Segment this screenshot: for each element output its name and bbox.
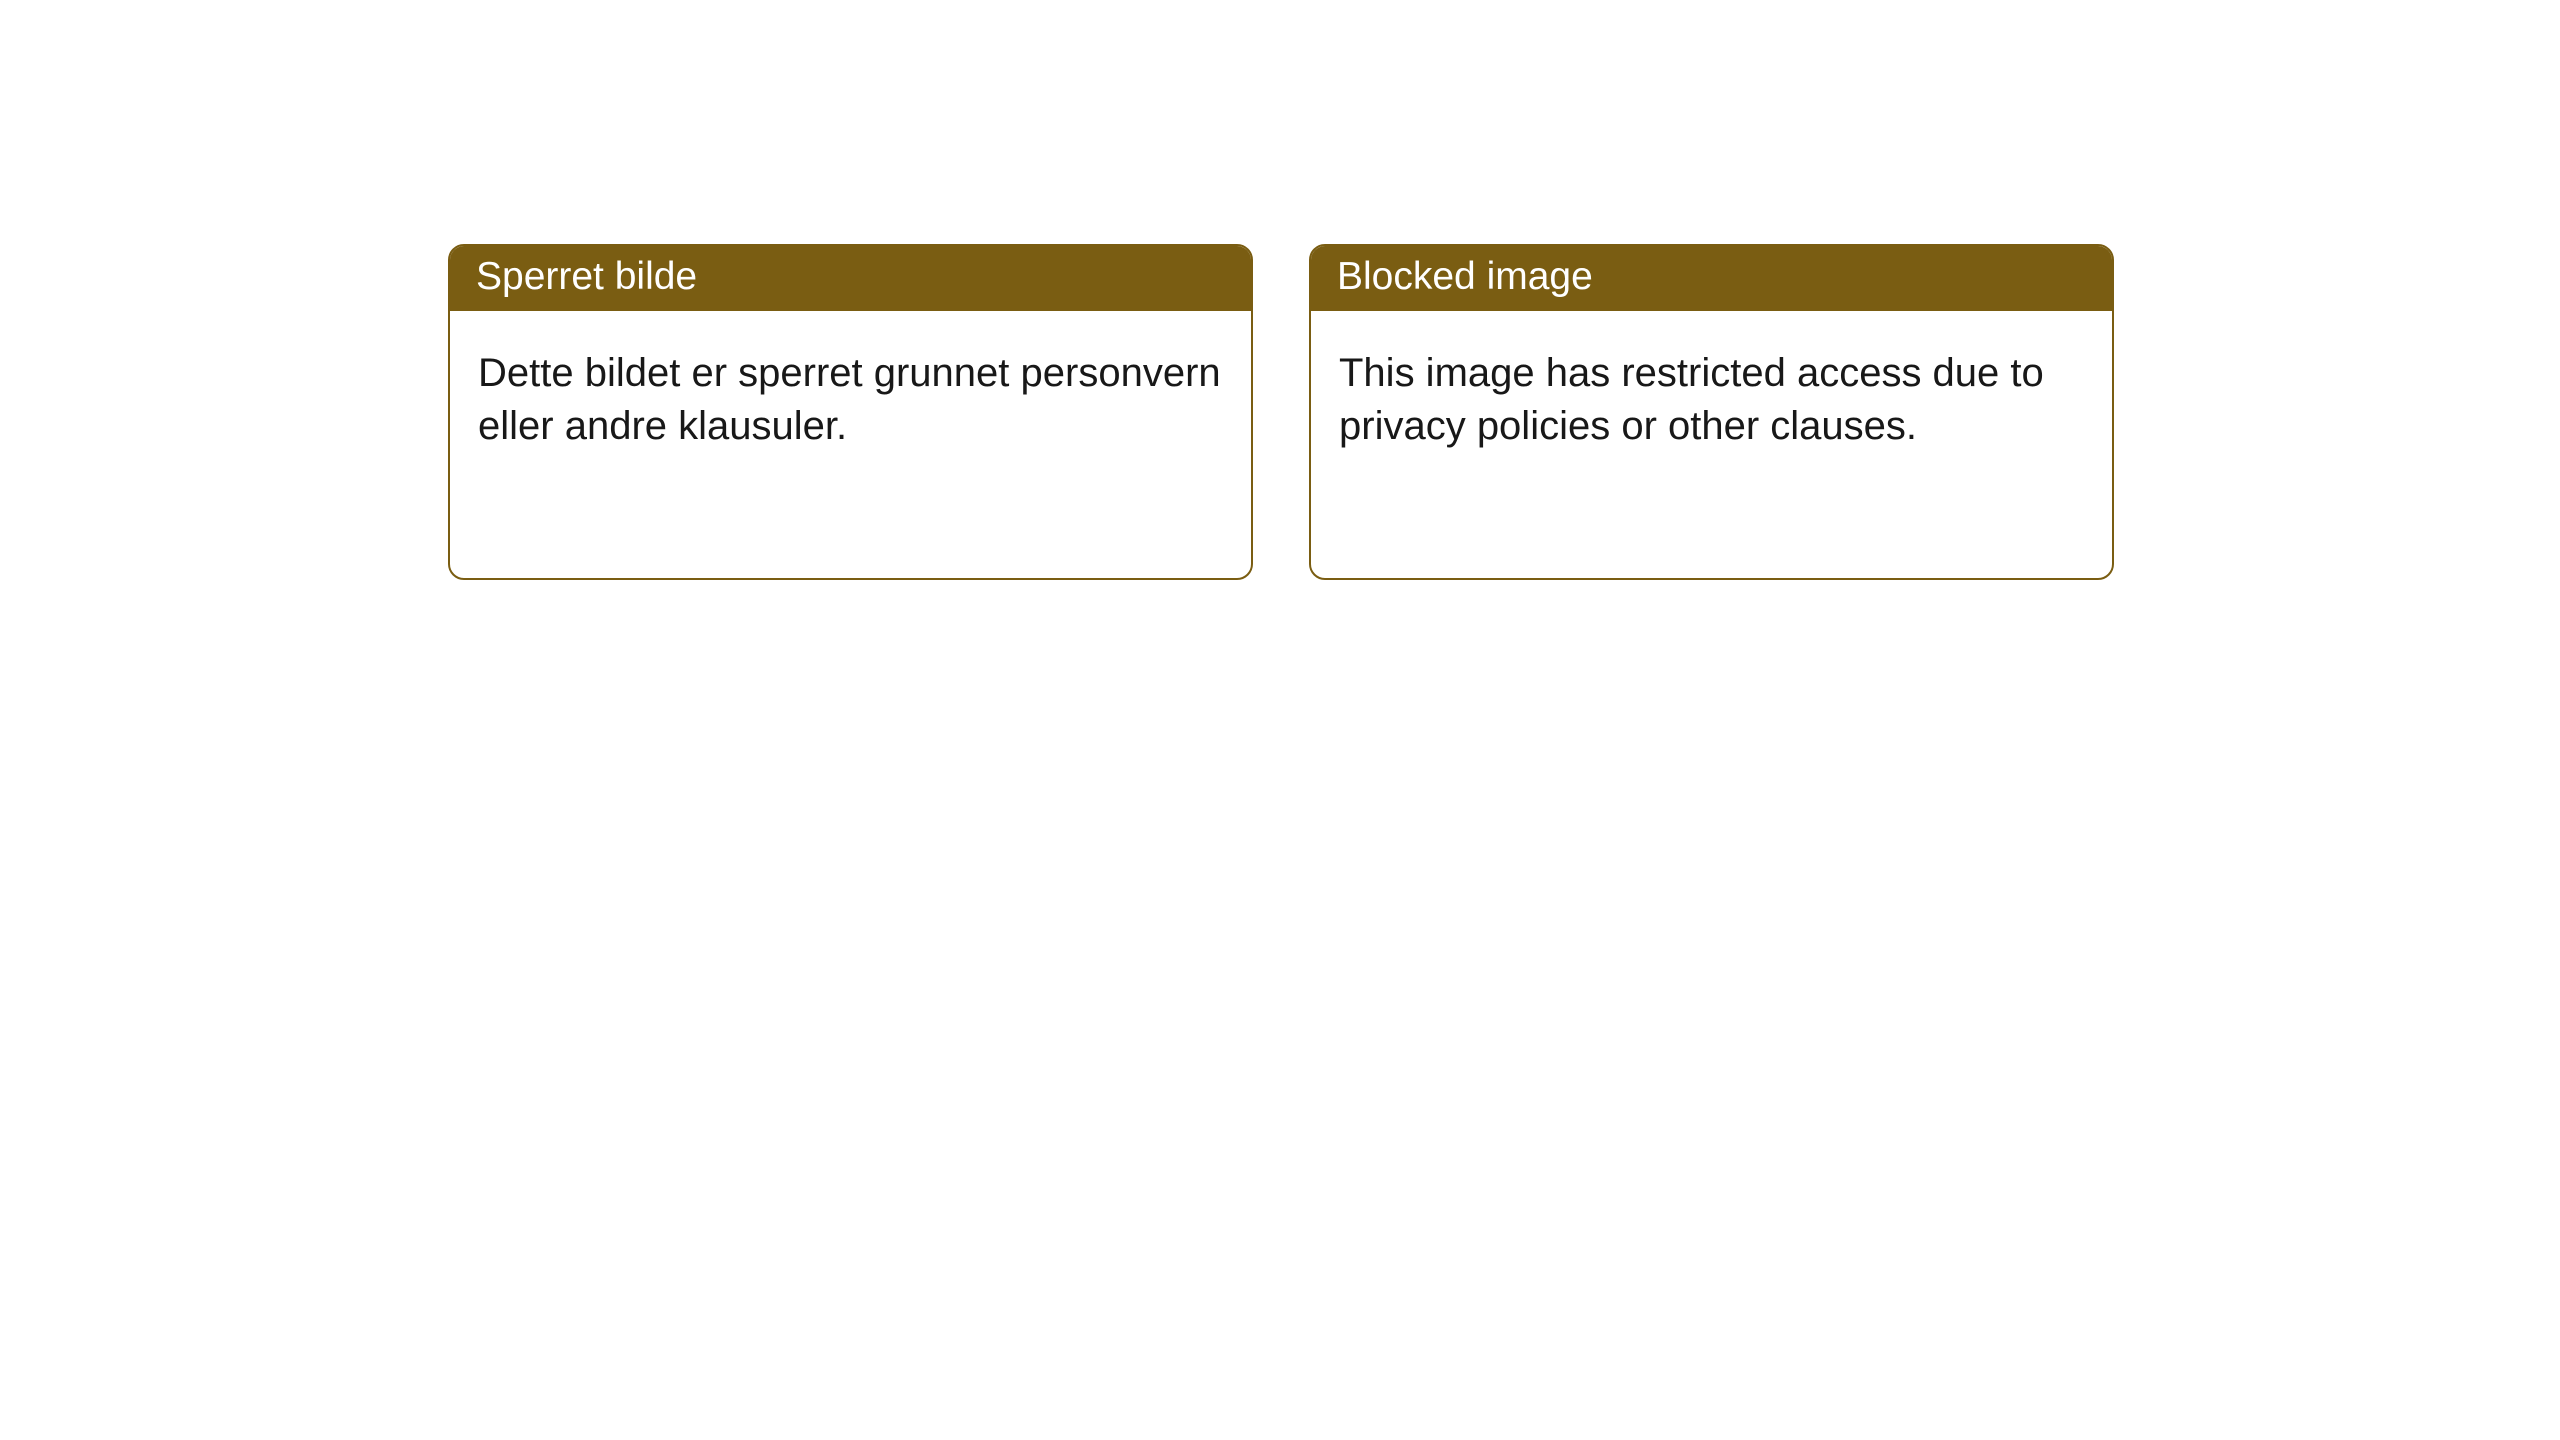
notice-title-norwegian: Sperret bilde — [450, 246, 1251, 311]
notice-box-english: Blocked image This image has restricted … — [1309, 244, 2114, 580]
notice-body-english: This image has restricted access due to … — [1311, 311, 2112, 473]
notice-title-english: Blocked image — [1311, 246, 2112, 311]
notice-box-norwegian: Sperret bilde Dette bildet er sperret gr… — [448, 244, 1253, 580]
notice-container: Sperret bilde Dette bildet er sperret gr… — [0, 0, 2560, 580]
notice-body-norwegian: Dette bildet er sperret grunnet personve… — [450, 311, 1251, 473]
